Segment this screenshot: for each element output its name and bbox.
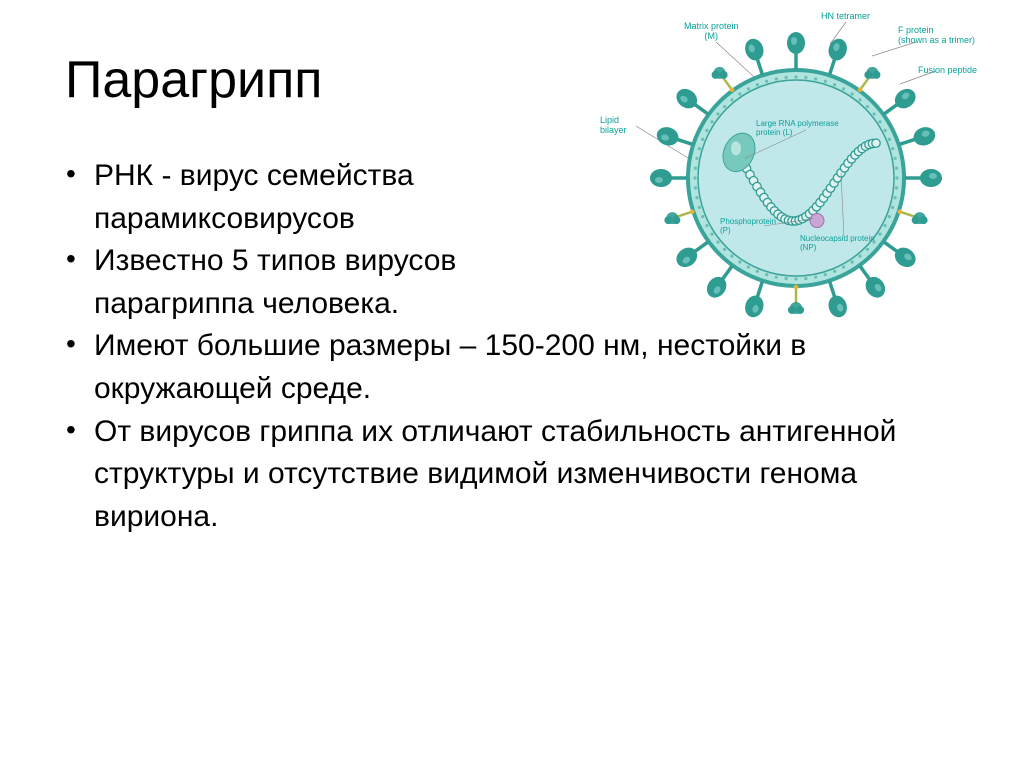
label-large-rna: Large RNA polymeraseprotein (L): [756, 120, 839, 138]
label-f-protein: F protein(shown as a trimer): [898, 26, 975, 46]
label-hn-tetramer: HN tetramer: [821, 12, 870, 22]
bullet-3: Имеют большие размеры – 150-200 нм, нест…: [52, 325, 972, 410]
bullet-1-line1: РНК - вирус семейства: [94, 159, 414, 192]
bullet-4: От вирусов гриппа их отличают стабильнос…: [52, 411, 972, 539]
label-nucleocapsid: Nucleocapsid protein(NP): [800, 235, 875, 253]
label-matrix-protein: Matrix protein(M): [684, 22, 739, 42]
label-phosphoprotein: Phosphoprotein(P): [720, 218, 776, 236]
bullet-3-line1: Имеют большие размеры – 150-200 нм, нест…: [94, 329, 806, 405]
label-lipid-bilayer: Lipidbilayer: [600, 116, 627, 136]
bullet-2-line1: Известно 5 типов вирусов: [94, 244, 456, 277]
virus-diagram: Lipidbilayer Matrix protein(M) HN tetram…: [596, 8, 996, 318]
page-title: Парагрипп: [65, 50, 322, 110]
label-fusion-peptide: Fusion peptide: [918, 66, 977, 76]
virus-svg: [596, 8, 996, 318]
bullet-4-line1: От вирусов гриппа их отличают стабильнос…: [94, 415, 896, 533]
